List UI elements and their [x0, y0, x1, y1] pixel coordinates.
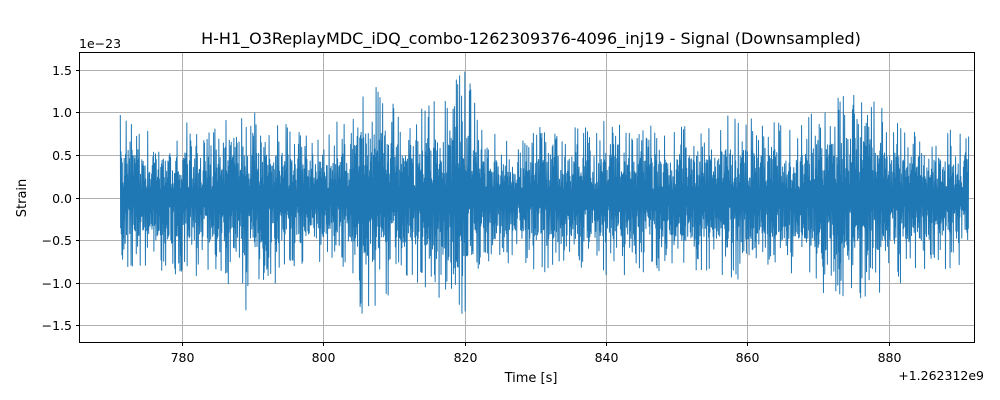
y-axis-label: Strain	[15, 179, 30, 218]
x-tick-label: 800	[312, 350, 336, 365]
y-tick-label: 1.0	[52, 105, 72, 120]
x-tick-label: 780	[171, 350, 195, 365]
y-scale-label: 1e−23	[79, 36, 121, 51]
x-axis-label: Time [s]	[504, 371, 558, 386]
chart-title: H-H1_O3ReplayMDC_iDQ_combo-1262309376-40…	[201, 29, 861, 49]
x-tick-label: 840	[595, 350, 619, 365]
y-tick-label: −1.0	[42, 276, 72, 291]
plot-frame	[79, 52, 975, 343]
x-tick-label: 880	[878, 350, 902, 365]
y-tick-label: 0.5	[52, 148, 72, 163]
y-tick-label: 0.0	[52, 191, 72, 206]
x-tick-label: 860	[736, 350, 760, 365]
axis-ticks: 780 800 820 840 860 880 −1.5 −1.0 −0.5 0.0 0.5 1.0 1…	[42, 63, 902, 365]
x-offset-label: +1.262312e9	[898, 368, 984, 383]
x-tick-label: 820	[454, 350, 478, 365]
y-tick-label: −1.5	[42, 318, 72, 333]
plot-area	[119, 71, 970, 314]
y-tick-label: 1.5	[52, 63, 72, 78]
signal-series-line	[119, 71, 970, 314]
y-tick-label: −0.5	[42, 233, 72, 248]
